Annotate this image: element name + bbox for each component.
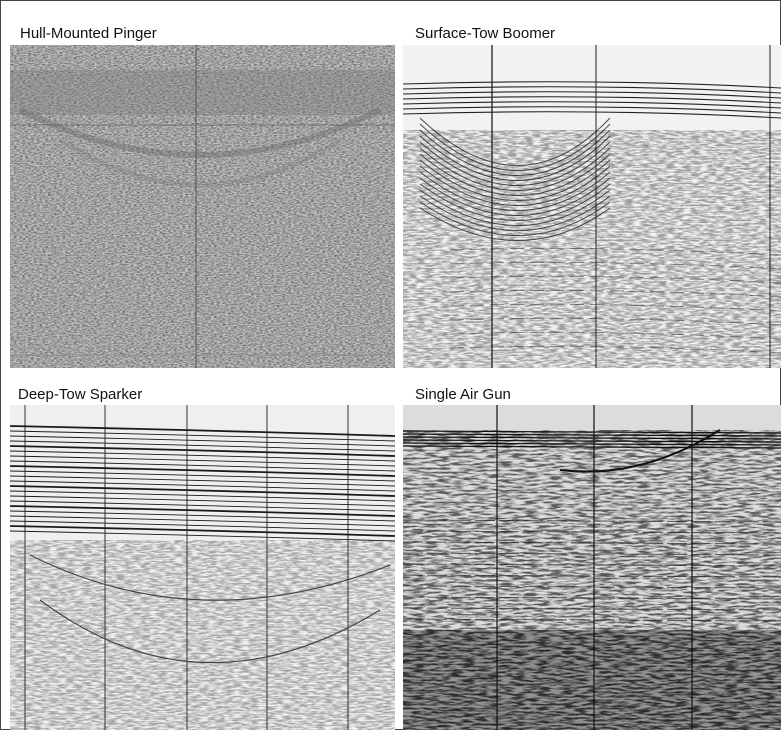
figure: Hull-Mounted Pinger Surface-Tow Boomer D… bbox=[0, 0, 781, 730]
panel-title: Deep-Tow Sparker bbox=[18, 386, 142, 403]
panel-title: Single Air Gun bbox=[415, 386, 511, 403]
sparker-profile bbox=[10, 405, 395, 730]
pinger-profile bbox=[10, 45, 395, 368]
panel-title: Surface-Tow Boomer bbox=[415, 25, 555, 42]
airgun-profile bbox=[403, 405, 781, 730]
panel-title: Hull-Mounted Pinger bbox=[20, 25, 157, 42]
boomer-profile bbox=[403, 45, 781, 368]
page: Hull-Mounted Pinger Surface-Tow Boomer D… bbox=[0, 0, 781, 730]
